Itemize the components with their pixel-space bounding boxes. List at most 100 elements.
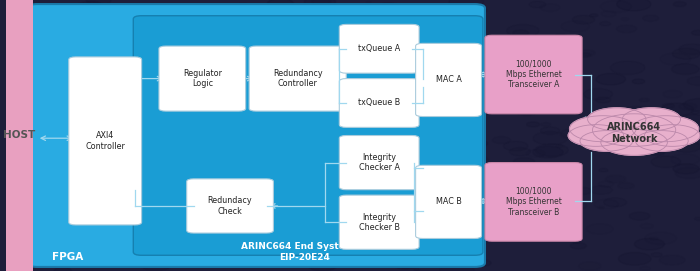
Circle shape bbox=[640, 98, 649, 102]
Circle shape bbox=[96, 101, 107, 105]
Text: MAC A: MAC A bbox=[435, 75, 461, 85]
Circle shape bbox=[27, 157, 58, 169]
Text: Integrity
Checker A: Integrity Checker A bbox=[358, 153, 400, 172]
Circle shape bbox=[169, 91, 182, 96]
Circle shape bbox=[587, 224, 613, 234]
Circle shape bbox=[354, 27, 362, 31]
Circle shape bbox=[267, 246, 274, 249]
Circle shape bbox=[570, 243, 587, 249]
Circle shape bbox=[185, 182, 194, 185]
Circle shape bbox=[398, 164, 411, 169]
Circle shape bbox=[111, 32, 141, 43]
Circle shape bbox=[366, 1, 370, 3]
Circle shape bbox=[534, 182, 559, 192]
Circle shape bbox=[413, 241, 435, 250]
Circle shape bbox=[176, 221, 209, 234]
Circle shape bbox=[321, 114, 340, 121]
Circle shape bbox=[673, 164, 699, 174]
Circle shape bbox=[286, 96, 290, 98]
Circle shape bbox=[122, 19, 137, 24]
Circle shape bbox=[138, 187, 172, 200]
Text: ARINC664 End System IP
EIP-20E24: ARINC664 End System IP EIP-20E24 bbox=[241, 242, 368, 262]
Circle shape bbox=[433, 62, 465, 75]
Circle shape bbox=[99, 227, 125, 237]
Circle shape bbox=[386, 248, 415, 259]
Circle shape bbox=[510, 148, 531, 156]
Circle shape bbox=[636, 131, 688, 151]
Circle shape bbox=[114, 54, 126, 59]
Circle shape bbox=[632, 116, 699, 142]
Circle shape bbox=[13, 235, 43, 247]
Circle shape bbox=[105, 44, 114, 47]
Circle shape bbox=[580, 53, 591, 57]
Circle shape bbox=[483, 93, 517, 106]
Circle shape bbox=[464, 201, 494, 212]
Circle shape bbox=[395, 225, 429, 238]
Circle shape bbox=[119, 130, 135, 137]
FancyBboxPatch shape bbox=[69, 57, 141, 225]
Circle shape bbox=[393, 181, 407, 187]
Text: txQueue B: txQueue B bbox=[358, 98, 400, 108]
Circle shape bbox=[573, 188, 592, 195]
Circle shape bbox=[365, 140, 390, 150]
Circle shape bbox=[83, 23, 101, 30]
Circle shape bbox=[158, 186, 174, 192]
Circle shape bbox=[546, 41, 559, 46]
Circle shape bbox=[283, 45, 316, 58]
Circle shape bbox=[168, 67, 176, 71]
Circle shape bbox=[159, 44, 190, 56]
Circle shape bbox=[309, 247, 344, 260]
Circle shape bbox=[468, 72, 496, 83]
Circle shape bbox=[290, 111, 299, 114]
Circle shape bbox=[679, 44, 700, 54]
Circle shape bbox=[501, 223, 508, 225]
Circle shape bbox=[65, 145, 73, 149]
Circle shape bbox=[294, 233, 323, 244]
Text: Integrity
Checker B: Integrity Checker B bbox=[358, 212, 400, 232]
Circle shape bbox=[90, 132, 109, 140]
Circle shape bbox=[300, 249, 322, 257]
Circle shape bbox=[218, 134, 242, 143]
Circle shape bbox=[580, 131, 633, 151]
Circle shape bbox=[74, 67, 108, 80]
Circle shape bbox=[86, 47, 104, 55]
Circle shape bbox=[142, 237, 172, 249]
Circle shape bbox=[376, 225, 385, 228]
Circle shape bbox=[223, 159, 231, 162]
Circle shape bbox=[452, 44, 469, 51]
Circle shape bbox=[55, 12, 71, 18]
Circle shape bbox=[238, 22, 265, 33]
Circle shape bbox=[629, 212, 650, 220]
Circle shape bbox=[227, 113, 251, 123]
Circle shape bbox=[50, 220, 62, 224]
Circle shape bbox=[494, 43, 500, 45]
Circle shape bbox=[573, 241, 580, 244]
Circle shape bbox=[276, 83, 289, 88]
Circle shape bbox=[291, 208, 314, 216]
Text: AXI4
Controller: AXI4 Controller bbox=[85, 131, 125, 151]
Circle shape bbox=[627, 141, 634, 143]
Circle shape bbox=[641, 131, 665, 141]
Text: ARINC664
Network: ARINC664 Network bbox=[607, 122, 662, 144]
Circle shape bbox=[394, 212, 406, 217]
FancyBboxPatch shape bbox=[27, 4, 485, 267]
Circle shape bbox=[195, 222, 223, 233]
Circle shape bbox=[49, 169, 55, 171]
Circle shape bbox=[70, 215, 75, 217]
Circle shape bbox=[335, 155, 340, 157]
Circle shape bbox=[384, 152, 392, 155]
Circle shape bbox=[663, 91, 682, 98]
Circle shape bbox=[541, 123, 551, 127]
Circle shape bbox=[382, 134, 405, 143]
Circle shape bbox=[522, 53, 528, 55]
Circle shape bbox=[393, 239, 417, 248]
Circle shape bbox=[190, 63, 210, 71]
Circle shape bbox=[78, 221, 104, 231]
Circle shape bbox=[528, 176, 536, 179]
Circle shape bbox=[455, 56, 472, 63]
Circle shape bbox=[94, 21, 105, 25]
Circle shape bbox=[150, 176, 158, 179]
Circle shape bbox=[213, 134, 234, 143]
Circle shape bbox=[340, 134, 356, 140]
Circle shape bbox=[97, 129, 122, 139]
